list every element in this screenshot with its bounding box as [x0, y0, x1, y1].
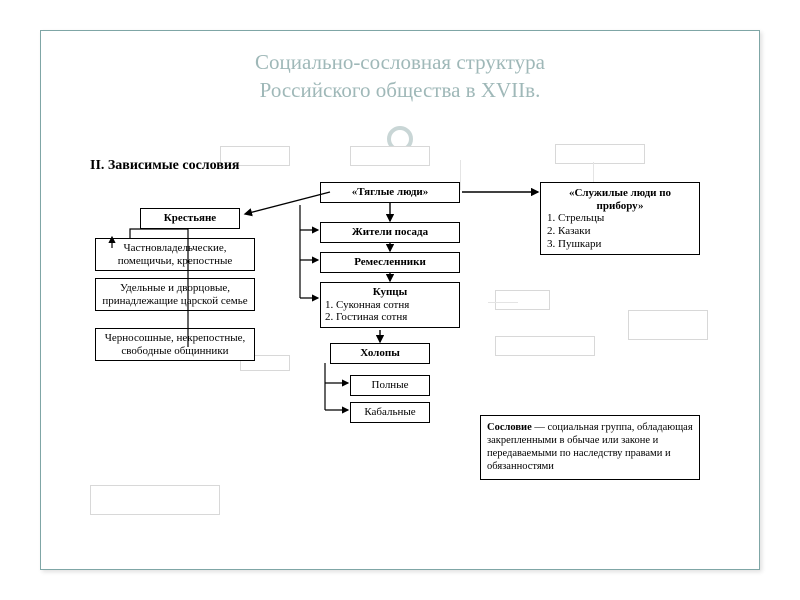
- ghost-box: [628, 310, 708, 340]
- node-krestyane: Крестьяне: [140, 208, 240, 229]
- node-zhiteli-posada: Жители посада: [320, 222, 460, 243]
- node-kuptsy: Купцы 1. Суконная сотня 2. Гостиная сотн…: [320, 282, 460, 328]
- sluzhilye-item-1: 1. Стрельцы: [547, 212, 693, 225]
- title-line-1: Социально-сословная структура: [255, 50, 545, 74]
- node-kholopy-kabalnye: Кабальные: [350, 402, 430, 423]
- sluzhilye-item-3: 3. Пушкари: [547, 238, 693, 251]
- node-tyaglye-lyudi: «Тяглые люди»: [320, 182, 460, 203]
- ghost-line: [488, 302, 518, 303]
- definition-box: Сословие — социальная группа, обладающая…: [480, 415, 700, 480]
- node-krestyane-b: Удельные и дворцовые, принадлежащие царс…: [95, 278, 255, 311]
- definition-term: Сословие: [487, 422, 532, 433]
- sluzhilye-item-2: 2. Казаки: [547, 225, 693, 238]
- ghost-box: [495, 336, 595, 356]
- node-sluzhilye-po-priboru: «Служилые люди по прибору» 1. Стрельцы 2…: [540, 182, 700, 255]
- section-heading: II. Зависимые сословия: [90, 158, 240, 174]
- ghost-box: [495, 290, 550, 310]
- ghost-box: [555, 144, 645, 164]
- node-krestyane-a: Частновладельческие, помещичьи, крепостн…: [95, 238, 255, 271]
- node-kholopy-polnye: Полные: [350, 375, 430, 396]
- kuptsy-item-2: 2. Гостиная сотня: [325, 311, 455, 324]
- ghost-line: [593, 162, 594, 184]
- sluzhilye-title: «Служилые люди по прибору»: [547, 187, 693, 212]
- slide-title: Социально-сословная структура Российског…: [40, 48, 760, 105]
- diagram-canvas: Социально-сословная структура Российског…: [40, 30, 760, 570]
- kuptsy-item-1: 1. Суконная сотня: [325, 299, 455, 312]
- title-line-2: Российского общества в XVIIв.: [260, 78, 541, 102]
- kuptsy-title: Купцы: [325, 286, 455, 299]
- ghost-box: [90, 485, 220, 515]
- ghost-box: [350, 146, 430, 166]
- node-krestyane-c: Черносошные, некрепостные, свободные общ…: [95, 328, 255, 361]
- node-kholopy: Холопы: [330, 343, 430, 364]
- ghost-line: [460, 160, 461, 190]
- node-remeslenniki: Ремесленники: [320, 252, 460, 273]
